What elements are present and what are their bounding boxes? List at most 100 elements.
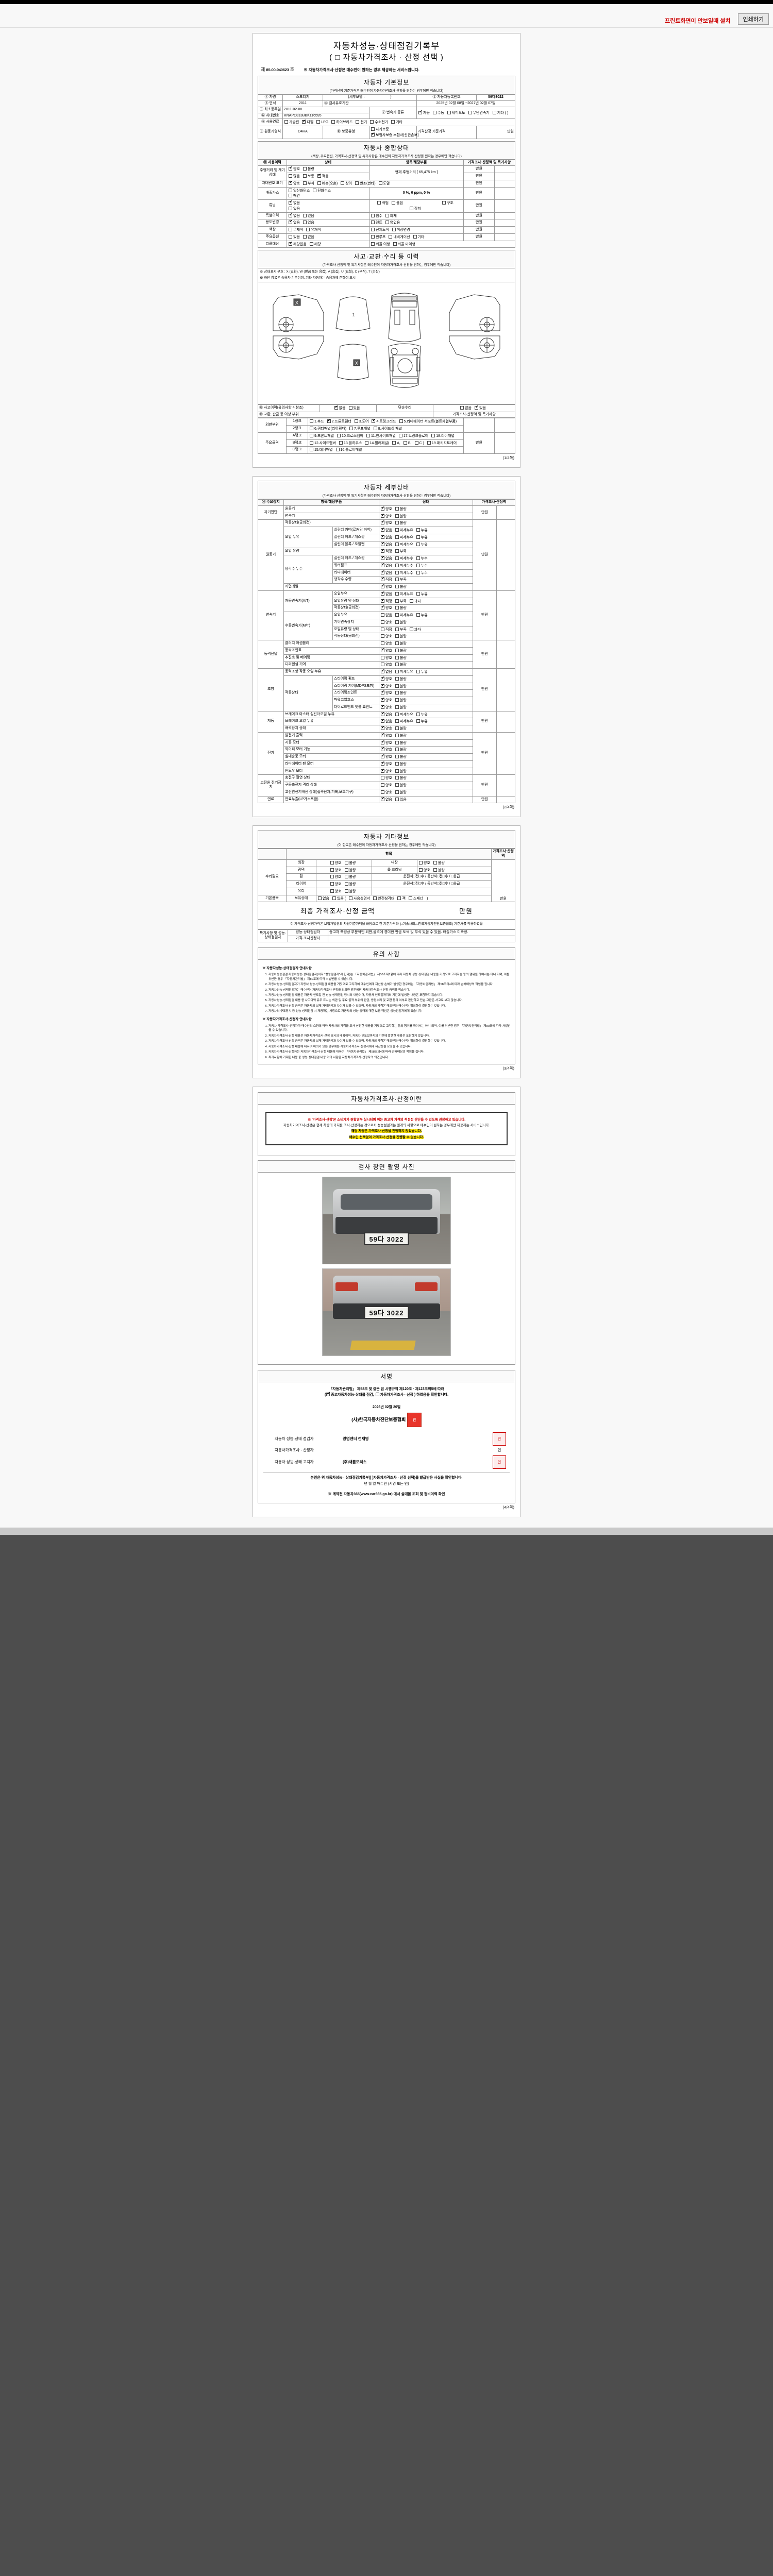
checkbox[interactable] (309, 242, 313, 246)
transmission-option[interactable]: 무단변속기 (468, 110, 490, 116)
state-option[interactable]: 양호 (380, 584, 392, 590)
state-option[interactable]: 불량 (395, 733, 407, 739)
checkbox[interactable] (354, 419, 358, 423)
checkbox[interactable] (381, 541, 385, 546)
state-option[interactable]: 불량 (395, 584, 407, 590)
checkbox[interactable] (409, 599, 413, 603)
checkbox[interactable] (414, 440, 418, 445)
fuel-option[interactable]: LPG (316, 120, 328, 125)
checkbox[interactable] (395, 521, 399, 525)
checkbox[interactable] (395, 514, 399, 518)
part-option[interactable]: B, (403, 440, 412, 446)
state-option[interactable]: 양호 (380, 725, 392, 732)
checkbox[interactable] (381, 598, 385, 603)
checkbox[interactable] (431, 433, 435, 437)
checkbox[interactable] (306, 228, 310, 231)
state-option[interactable]: 적법 (377, 200, 389, 206)
checkbox[interactable] (310, 448, 313, 452)
checkbox[interactable] (395, 761, 399, 766)
checkbox[interactable] (395, 655, 399, 659)
part-option[interactable]: 2.프론트휀더 (327, 418, 351, 425)
checkbox[interactable] (395, 776, 399, 780)
state-option[interactable]: 누유 (416, 535, 428, 540)
checkbox[interactable] (381, 676, 385, 681)
checkbox[interactable] (395, 585, 399, 588)
checkbox[interactable] (381, 527, 385, 532)
checkbox[interactable] (391, 120, 395, 124)
state-option[interactable]: 도말 (378, 181, 390, 187)
state-option[interactable]: 탄화수소 (312, 188, 331, 194)
state-option[interactable]: 미세누유 (395, 528, 413, 533)
state-option[interactable]: 양호 (380, 690, 392, 696)
checkbox[interactable] (392, 201, 396, 205)
state-option[interactable]: 불량 (344, 874, 356, 880)
checkbox[interactable] (331, 120, 335, 124)
item-option[interactable]: 영업용 (385, 220, 400, 226)
state-option[interactable]: 양호 (380, 683, 392, 689)
simple-repair-option[interactable]: 있음 (474, 405, 486, 411)
state-option[interactable]: 있음 (303, 213, 314, 219)
checkbox[interactable] (371, 132, 375, 137)
part-option[interactable]: 18.리어패널 (431, 433, 455, 439)
checkbox[interactable] (289, 228, 292, 231)
checkbox[interactable] (395, 606, 399, 610)
state-option[interactable]: 누유 (416, 591, 428, 597)
checkbox[interactable] (395, 748, 399, 752)
state-option[interactable]: 양호 (380, 783, 392, 788)
state-option[interactable]: 양호 (380, 634, 392, 639)
state-option[interactable]: 없음 (380, 555, 392, 562)
checkbox[interactable] (385, 221, 389, 225)
checkbox[interactable] (418, 110, 423, 114)
checkbox[interactable] (416, 613, 420, 617)
checkbox[interactable] (344, 868, 348, 872)
checkbox[interactable] (381, 605, 385, 610)
checkbox[interactable] (332, 896, 336, 900)
part-option[interactable]: A, (392, 440, 400, 446)
checkbox[interactable] (366, 433, 370, 437)
checkbox[interactable] (395, 613, 399, 617)
checkbox[interactable] (460, 405, 464, 410)
state-option[interactable]: 양호 (380, 697, 392, 703)
state-option[interactable]: 양호 (380, 761, 392, 767)
state-option[interactable]: 양호 (380, 704, 392, 710)
checkbox[interactable] (372, 418, 376, 423)
state-option[interactable]: 과다 (409, 627, 421, 633)
checkbox[interactable] (289, 213, 293, 217)
state-option[interactable]: 훼손(오손) (317, 181, 338, 187)
item-option[interactable]: 렌트 (371, 220, 382, 226)
checkbox[interactable] (381, 627, 384, 631)
part-option[interactable]: 13.휠하우스 (339, 440, 362, 446)
state-option[interactable]: 불량 (344, 882, 356, 887)
checkbox[interactable] (371, 213, 375, 217)
checkbox[interactable] (371, 127, 375, 131)
state-option[interactable]: 해당 (309, 242, 321, 247)
part-option[interactable]: 8.사이드실 패널 (373, 426, 402, 432)
item-option[interactable]: 리콜 미이행 (393, 242, 415, 247)
checkbox[interactable] (310, 427, 313, 430)
state-option[interactable]: 누유 (416, 719, 428, 724)
checkbox[interactable] (395, 556, 399, 560)
checkbox[interactable] (330, 882, 334, 886)
checkbox[interactable] (284, 120, 288, 124)
checkbox[interactable] (395, 528, 399, 532)
state-option[interactable]: 적정 (380, 548, 392, 554)
checkbox[interactable] (381, 718, 385, 723)
checkbox[interactable] (395, 648, 399, 652)
checkbox[interactable] (381, 513, 385, 518)
state-option[interactable]: 불량 (395, 676, 407, 682)
item-option[interactable]: 네비게이션 (388, 234, 410, 240)
checkbox[interactable] (371, 234, 375, 239)
checkbox[interactable] (334, 405, 338, 410)
part-option[interactable]: 19.패키지트레이 (427, 440, 457, 446)
state-option[interactable]: 있음 (395, 797, 407, 803)
state-option[interactable]: 누수 (416, 556, 428, 562)
checkbox[interactable] (330, 875, 334, 879)
simple-repair-option[interactable]: 없음 (460, 405, 472, 411)
item-option[interactable]: 잭 (397, 896, 406, 902)
checkbox[interactable] (381, 641, 384, 645)
checkbox[interactable] (356, 120, 360, 124)
checkbox[interactable] (395, 712, 399, 716)
part-option[interactable]: 4.트렁크리드 (371, 418, 396, 425)
checkbox[interactable] (381, 690, 385, 695)
checkbox[interactable] (395, 563, 399, 567)
